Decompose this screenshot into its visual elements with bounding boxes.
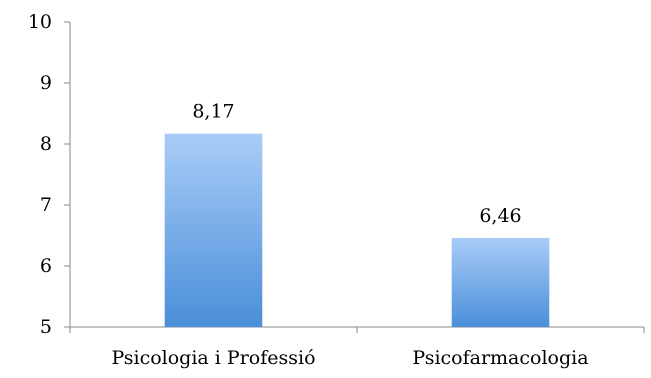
y-axis-ticks: 5 6 7 8 9 10: [28, 11, 70, 338]
plot-area: 5 6 7 8 9 10 8,17 Psicologia i Professió 6,46 Ps…: [28, 11, 645, 369]
y-tick-label: 10: [28, 11, 52, 33]
x-axis-ticks: [69, 327, 645, 333]
bar: [451, 237, 550, 327]
bars: 8,17 Psicologia i Professió 6,46 Psicofarma…: [111, 101, 588, 369]
bar: [164, 133, 263, 327]
x-category-label: Psicofarmacologia: [412, 347, 588, 369]
y-tick-label: 7: [40, 194, 52, 216]
bar-data-label: 6,46: [479, 205, 521, 227]
bar-data-label: 8,17: [192, 101, 234, 123]
y-tick-label: 5: [40, 316, 52, 338]
y-tick-label: 6: [40, 255, 52, 277]
x-category-label: Psicologia i Professió: [111, 347, 315, 369]
y-tick-label: 9: [40, 72, 52, 94]
y-tick-label: 8: [40, 133, 52, 155]
